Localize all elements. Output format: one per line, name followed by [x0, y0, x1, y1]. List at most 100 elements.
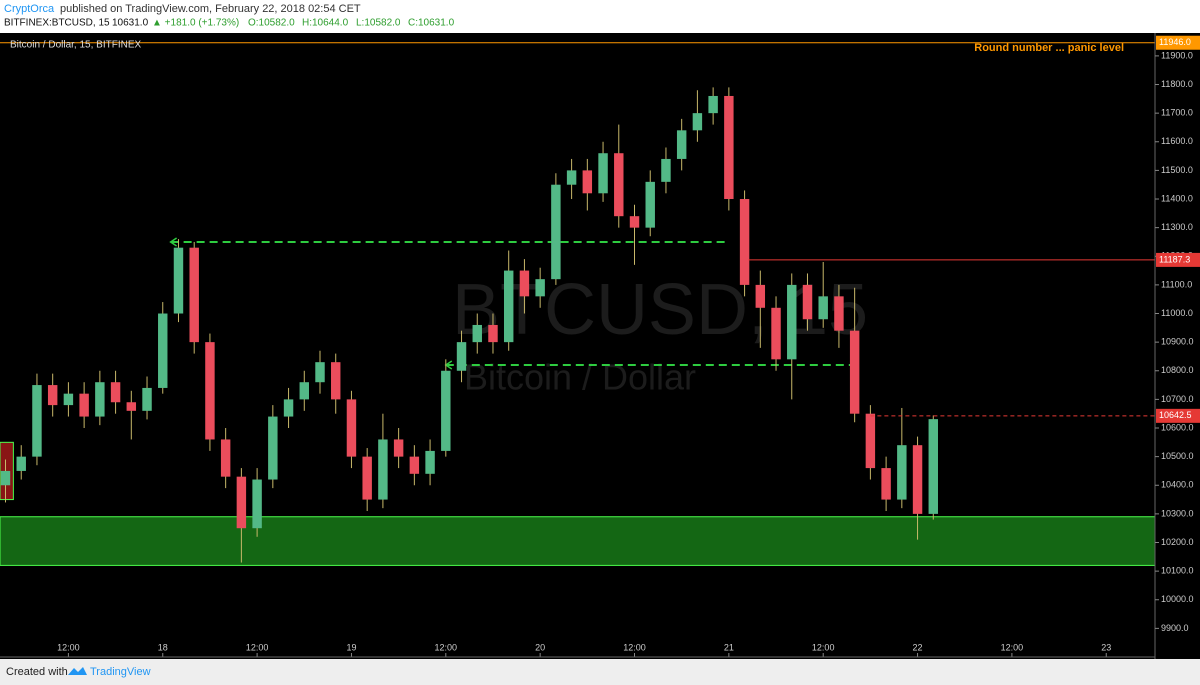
zone [0, 516, 1156, 566]
x-tick-label: 12:00 [57, 642, 80, 652]
level-badge [1156, 35, 1200, 50]
y-tick-label: 9900.0 [1161, 623, 1189, 633]
y-tick-label: 10900.0 [1161, 337, 1194, 347]
published: published on TradingView.com, February 2… [60, 3, 361, 15]
y-tick-label: 11500.0 [1161, 165, 1193, 175]
candle-body [32, 385, 42, 457]
candle-body [95, 382, 105, 417]
watermark-sub: Bitcoin / Dollar [464, 357, 696, 398]
publisher[interactable]: CryptOrca [4, 3, 55, 15]
candle-body [676, 130, 687, 159]
candle-body [755, 284, 766, 308]
candle-body [519, 270, 530, 297]
candle-body [535, 279, 545, 297]
level-label: 10642.5 [1159, 410, 1192, 420]
candle-body [283, 399, 294, 417]
candle-body [629, 216, 640, 228]
candle-body [551, 184, 561, 280]
candle-body [456, 342, 467, 371]
candle-body [79, 393, 89, 417]
candle-body [645, 181, 655, 228]
candle-body [472, 324, 482, 343]
y-tick-label: 10100.0 [1161, 566, 1194, 576]
candle-body [771, 307, 781, 360]
candle-body [0, 470, 11, 486]
change: ▲ +181.0 (+1.73%) [152, 18, 239, 29]
candle-body [739, 199, 750, 285]
candle-body [142, 387, 152, 411]
candle-body [598, 153, 608, 194]
x-tick-label: 22 [913, 642, 923, 652]
candle-body [378, 439, 388, 500]
candle-body [47, 385, 58, 406]
candle-body [488, 324, 498, 343]
candle-body [724, 95, 734, 200]
y-tick-label: 11600.0 [1161, 136, 1193, 146]
y-tick-label: 11300.0 [1161, 222, 1193, 232]
x-tick-label: 23 [1101, 642, 1111, 652]
x-tick-label: 21 [724, 642, 734, 652]
y-tick-label: 10200.0 [1161, 537, 1194, 547]
candle-body [818, 296, 828, 320]
chart-title: Bitcoin / Dollar, 15, BITFINEX [10, 40, 141, 51]
ohlc-close: C:10631.0 [408, 18, 455, 29]
y-tick-label: 10500.0 [1161, 451, 1194, 461]
y-tick-label: 10300.0 [1161, 508, 1194, 518]
candle-body [849, 330, 860, 414]
ohlc-high: H:10644.0 [302, 18, 349, 29]
last-price: 10631.0 [112, 18, 149, 29]
candle-body [205, 342, 215, 440]
candle-body [787, 284, 797, 360]
candle-body [236, 476, 247, 529]
candle-body [614, 153, 624, 217]
level-label: 11946.0 [1159, 37, 1191, 47]
y-tick-label: 11700.0 [1161, 108, 1193, 118]
y-tick-label: 11100.0 [1161, 279, 1192, 289]
candle-body [881, 468, 891, 500]
x-tick-label: 12:00 [246, 642, 269, 652]
candle-body [566, 170, 577, 185]
x-tick-label: 12:00 [623, 642, 646, 652]
ohlc-low: L:10582.0 [356, 18, 401, 29]
footer-brand[interactable]: TradingView [90, 666, 151, 678]
candle-body [110, 382, 121, 403]
level-badge [1156, 408, 1200, 423]
x-tick-label: 20 [535, 642, 545, 652]
candle-body [16, 456, 26, 471]
candle-body [220, 439, 231, 477]
annotation: Round number ... panic level [974, 42, 1124, 54]
ohlc-open: O:10582.0 [248, 18, 295, 29]
footer [0, 659, 1200, 685]
candle-body [362, 456, 372, 500]
candle-body [582, 170, 593, 194]
x-tick-label: 12:00 [435, 642, 458, 652]
level-label: 11187.3 [1159, 254, 1190, 264]
candle-body [268, 416, 278, 480]
x-tick-label: 12:00 [812, 642, 835, 652]
x-tick-label: 12:00 [1001, 642, 1024, 652]
candle-body [173, 247, 184, 314]
level-badge [1156, 252, 1200, 267]
candle-body [346, 399, 357, 457]
candle-body [189, 247, 199, 343]
candle-body [661, 158, 671, 182]
candle-body [126, 402, 137, 411]
candle-body [865, 413, 876, 469]
candle-body [315, 362, 325, 383]
candle-body [158, 313, 168, 388]
y-tick-label: 11900.0 [1161, 50, 1193, 60]
x-tick-label: 18 [158, 642, 168, 652]
y-tick-label: 10400.0 [1161, 480, 1194, 490]
candle-body [252, 479, 262, 529]
y-tick-label: 10000.0 [1161, 594, 1194, 604]
footer-text: Created with [6, 666, 68, 678]
candle-body [441, 370, 451, 451]
candle-body [897, 445, 907, 500]
trend-arrow [169, 237, 178, 247]
y-tick-label: 11400.0 [1161, 193, 1193, 203]
y-tick-label: 10800.0 [1161, 365, 1194, 375]
x-tick-label: 19 [346, 642, 356, 652]
candle-body [928, 419, 938, 514]
candle-body [708, 95, 718, 114]
